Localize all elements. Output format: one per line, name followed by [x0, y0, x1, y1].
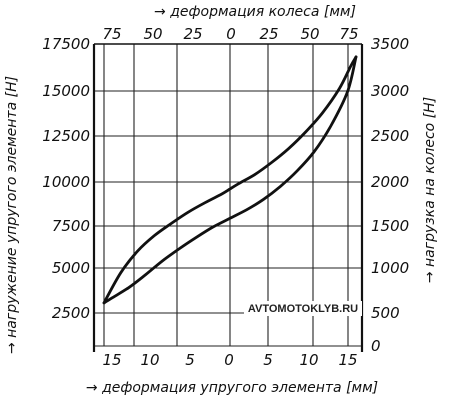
left-tick-label: 17500 — [42, 35, 90, 53]
left-tick-label: 7500 — [52, 217, 90, 235]
top-axis-arrow: → — [154, 4, 170, 20]
right-tick-label: 3500 — [371, 35, 409, 53]
right-tick-label: 1000 — [371, 259, 409, 277]
left-axis-arrow: → — [4, 338, 20, 354]
right-axis-label: нагрузка на колесо [Н] — [422, 97, 438, 267]
left-tick-label: 15000 — [42, 82, 90, 100]
top-tick-label: 25 — [183, 25, 202, 43]
left-tick-label: 12500 — [42, 127, 90, 145]
top-tick-label: 25 — [259, 25, 278, 43]
left-axis-label: нагружение упругого элемента [Н] — [4, 76, 20, 338]
right-tick-label: 2000 — [371, 173, 409, 191]
bottom-tick-label: 0 — [224, 351, 234, 369]
left-tick-label: 10000 — [42, 173, 90, 191]
bottom-tick-label: 5 — [185, 351, 195, 369]
top-tick-label: 75 — [102, 25, 121, 43]
svg-text:→ нагружение упругого элемента: → нагружение упругого элемента [Н] — [4, 76, 20, 354]
top-axis-label: деформация колеса [мм] — [169, 4, 356, 20]
svg-text:→ деформация упругого элемента: → деформация упругого элемента [мм] — [86, 380, 378, 396]
top-tick-label: 50 — [300, 25, 319, 43]
top-tick-label: 75 — [339, 25, 358, 43]
bottom-tick-label: 10 — [140, 351, 159, 369]
left-tick-label: 2500 — [52, 304, 90, 322]
right-tick-label: 1500 — [371, 217, 409, 235]
right-tick-label: 3000 — [371, 82, 409, 100]
watermark-box: AVTOMOTOKLYB.RU — [244, 301, 362, 316]
left-tick-label: 5000 — [52, 259, 90, 277]
top-axis-title: → деформация колеса [мм] — [154, 4, 356, 20]
right-tick-label: 0 — [371, 337, 381, 355]
plot-frame — [92, 43, 364, 352]
bottom-axis-arrow: → — [86, 380, 102, 396]
series-curve-2 — [102, 55, 358, 305]
bottom-axis-title: → деформация упругого элемента [мм] — [86, 380, 378, 396]
bottom-tick-label: 10 — [299, 351, 318, 369]
series-curve-1 — [102, 55, 358, 305]
right-tick-label: 500 — [371, 304, 400, 322]
bottom-tick-label: 5 — [263, 351, 273, 369]
right-axis-title: → нагрузка на колесо [Н] — [422, 97, 438, 283]
top-tick-label: 50 — [143, 25, 162, 43]
svg-text:→ нагрузка на колесо [Н]: → нагрузка на колесо [Н] — [422, 97, 438, 283]
top-tick-label: 0 — [226, 25, 236, 43]
left-axis-title: → нагружение упругого элемента [Н] — [4, 76, 20, 354]
bottom-tick-label: 15 — [338, 351, 357, 369]
right-tick-label: 2500 — [371, 127, 409, 145]
bottom-tick-label: 15 — [102, 351, 121, 369]
svg-text:→ деформация колеса [мм]: → деформация колеса [мм] — [154, 4, 356, 20]
watermark-text: AVTOMOTOKLYB.RU — [248, 303, 358, 315]
series-lines — [102, 55, 358, 305]
bottom-axis-label: деформация упругого элемента [мм] — [101, 380, 378, 396]
grid — [94, 43, 362, 347]
right-axis-arrow: → — [422, 267, 438, 283]
